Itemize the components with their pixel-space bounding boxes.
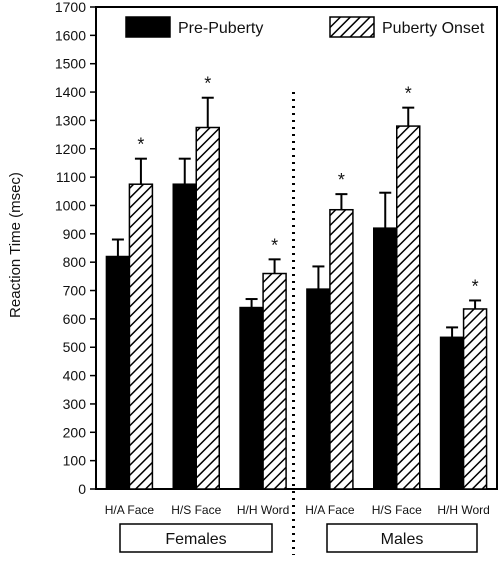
bar-pre-puberty [439,336,465,490]
plot-frame [95,6,498,490]
group-label-box [119,523,273,553]
y-tick-label: 800 [63,254,87,270]
x-tick-label: H/S Face [171,503,221,517]
legend-swatch [329,16,375,38]
y-tick-label: 600 [63,311,87,327]
bar-puberty-onset [195,126,220,490]
x-tick-label: H/H Word [437,503,489,517]
significance-marker: * [137,135,144,155]
significance-marker: * [405,84,412,104]
bar-pre-puberty [306,288,331,490]
legend-label: Pre-Puberty [178,20,263,37]
y-tick-label: 1300 [55,112,86,128]
group-label: Females [165,531,226,548]
y-tick-label: 1500 [55,56,86,72]
y-tick-label: 1000 [55,197,86,213]
significance-marker: * [338,170,345,190]
y-tick-label: 1400 [55,84,86,100]
y-tick-label: 400 [63,368,87,384]
legend: Pre-Puberty Puberty Onset [125,16,485,38]
legend-swatch [125,16,171,38]
bar-puberty-onset [329,208,354,490]
bar-pre-puberty [239,306,264,490]
bar-pre-puberty [373,227,398,490]
y-tick-label: 0 [78,481,86,497]
bar-puberty-onset [462,308,488,490]
bar-pre-puberty [172,183,197,490]
y-tick-label: 200 [63,424,87,440]
legend-label: Puberty Onset [382,20,485,37]
y-tick-label: 900 [63,226,87,242]
y-tick-label: 1200 [55,141,86,157]
y-tick-label: 300 [63,396,87,412]
y-tick-label: 100 [63,453,87,469]
axes: 0 100 200 300 400 500 600 700 800 900 1000 1100 1200… [55,0,498,555]
annotations: * * * * * * [137,74,478,297]
y-tick-label: 1600 [55,27,86,43]
group-label: Males [381,531,424,548]
significance-marker: * [472,276,479,296]
x-tick-label: H/A Face [105,503,155,517]
significance-marker: * [204,74,211,94]
bars [105,96,488,490]
y-tick-label: 1100 [56,169,86,185]
y-axis-label: Reaction Time (msec) [7,172,24,318]
significance-marker: * [271,235,278,255]
x-tick-label: H/S Face [372,503,422,517]
y-tick-label: 1700 [55,0,86,15]
y-tick-label: 500 [63,339,87,355]
bar-puberty-onset [396,125,421,490]
bar-puberty-onset [128,183,154,490]
y-tick-label: 700 [63,283,87,299]
bar-puberty-onset [262,272,287,490]
group-label-box [326,523,478,553]
x-tick-label: H/A Face [305,503,355,517]
bar-pre-puberty [105,255,131,490]
group-labels: Females Males [119,523,478,553]
x-tick-label: H/H Word [237,503,289,517]
